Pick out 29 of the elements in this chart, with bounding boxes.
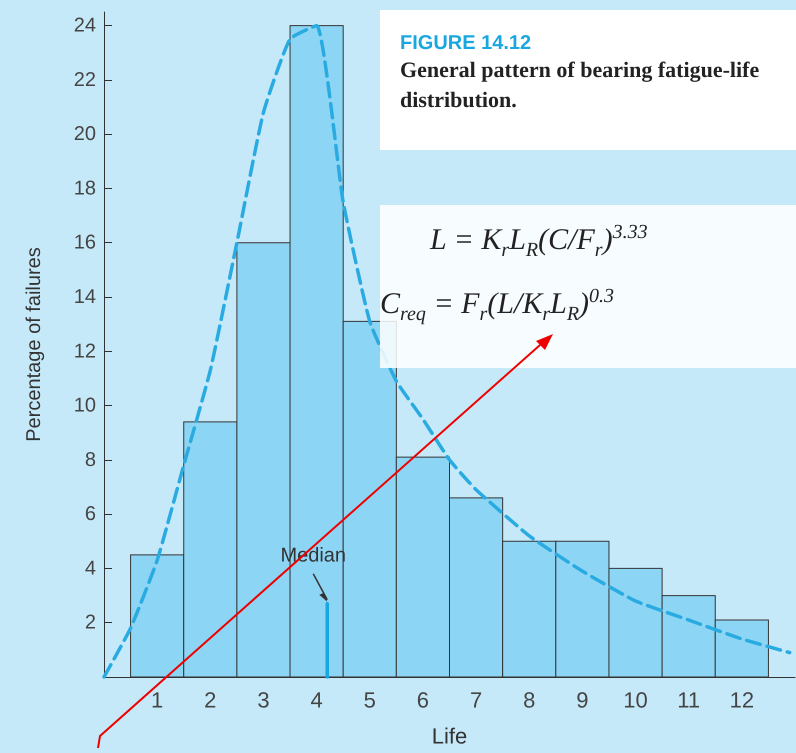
caption-panel: FIGURE 14.12 General pattern of bearing fatigue-life distribution. bbox=[380, 10, 796, 150]
formula-panel: L = K$_{r}$L$_{R}$(C/F$_{r}$)$^{3.33}$ C$_{req}$ = F$_{r}$(L/K$_{r}$L$_{R}$)$^{0.3}$ bbox=[380, 205, 796, 368]
x-tick-label: 10 bbox=[623, 688, 648, 712]
y-tick-label: 2 bbox=[84, 612, 96, 634]
y-tick-label: 20 bbox=[74, 123, 96, 146]
y-tick-label: 24 bbox=[74, 14, 96, 37]
x-tick-label: 9 bbox=[576, 688, 589, 712]
y-tick-label: 4 bbox=[84, 557, 96, 580]
y-tick-label: 8 bbox=[84, 448, 96, 471]
x-tick-label: 7 bbox=[470, 688, 482, 712]
x-tick-label: 4 bbox=[310, 688, 323, 712]
y-tick-label: 6 bbox=[84, 503, 96, 526]
x-axis-title: Life bbox=[432, 724, 468, 748]
y-tick-label: 16 bbox=[74, 232, 96, 254]
y-tick-label: 12 bbox=[74, 340, 96, 362]
x-tick-label: 6 bbox=[416, 688, 430, 712]
y-tick-label: 10 bbox=[74, 394, 96, 417]
y-tick-label: 14 bbox=[74, 286, 96, 308]
x-tick-label: 2 bbox=[204, 688, 216, 712]
x-tick-label: 1 bbox=[151, 688, 164, 712]
x-tick-label: 12 bbox=[730, 688, 754, 712]
x-tick-label: 5 bbox=[364, 688, 376, 712]
y-tick-label: 18 bbox=[74, 177, 96, 200]
x-tick-label: 8 bbox=[523, 688, 536, 712]
x-tick-label: 3 bbox=[257, 688, 270, 712]
y-tick-label: 22 bbox=[74, 68, 96, 91]
annotation: L = K$_{r}$L$_{R}$(C/F$_{r}$)$^{3.33}$ bbox=[430, 221, 648, 262]
y-axis-title: Percentage of failures bbox=[23, 247, 45, 442]
x-tick-label: 11 bbox=[677, 688, 700, 712]
